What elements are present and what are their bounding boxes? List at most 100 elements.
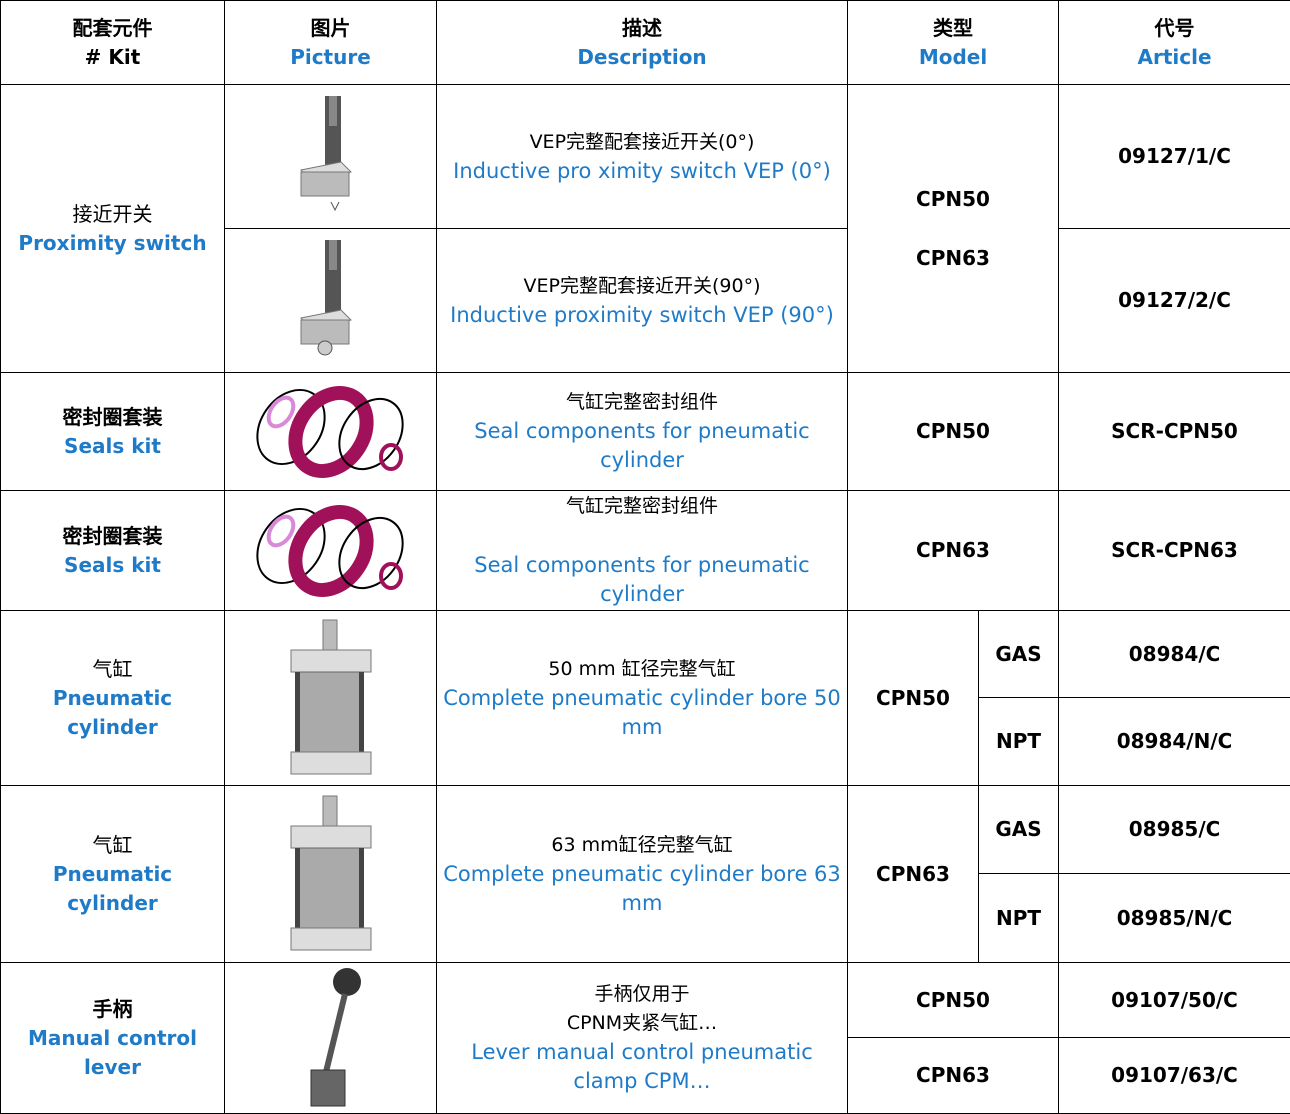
desc-en: Inductive proximity switch VEP (90°) bbox=[443, 301, 841, 330]
kit-zh: 气缸 bbox=[7, 831, 218, 860]
desc-en: Lever manual control pneumatic clamp CPM… bbox=[443, 1038, 841, 1096]
picture-cell bbox=[225, 491, 437, 611]
desc-zh: 气缸完整密封组件 bbox=[443, 492, 841, 521]
thread-cell: GAS bbox=[979, 786, 1059, 874]
header-en: Article bbox=[1065, 43, 1284, 72]
kit-en: Pneumatic cylinder bbox=[7, 860, 218, 918]
article-cell: 08984/C bbox=[1059, 611, 1290, 698]
kit-en: Seals kit bbox=[7, 551, 218, 580]
picture-cell bbox=[225, 229, 437, 373]
picture-cell bbox=[225, 85, 437, 229]
article-cell: 08985/N/C bbox=[1059, 874, 1290, 963]
kit-zh: 密封圈套装 bbox=[7, 522, 218, 551]
model-cell: CPN50 bbox=[848, 963, 1059, 1038]
picture-cell bbox=[225, 373, 437, 491]
desc-en: Seal components for pneumatic cylinder bbox=[443, 417, 841, 475]
model-cell: CPN50 bbox=[848, 611, 979, 786]
picture-cell bbox=[225, 786, 437, 963]
desc-zh: 气缸完整密封组件 bbox=[443, 388, 841, 417]
header-en: Picture bbox=[231, 43, 430, 72]
kit-en: Pneumatic cylinder bbox=[7, 684, 218, 742]
desc-zh: CPNM夹紧气缸… bbox=[443, 1009, 841, 1038]
header-zh: 配套元件 bbox=[7, 14, 218, 43]
thread-cell: NPT bbox=[979, 874, 1059, 963]
article-cell: 09107/63/C bbox=[1059, 1038, 1290, 1114]
article-cell: SCR-CPN50 bbox=[1059, 373, 1290, 491]
article-cell: 08985/C bbox=[1059, 786, 1290, 874]
desc-zh: 63 mm缸径完整气缸 bbox=[443, 831, 841, 860]
header-en: Model bbox=[854, 43, 1052, 72]
header-zh: 类型 bbox=[854, 14, 1052, 43]
kit-zh: 气缸 bbox=[7, 655, 218, 684]
desc-en: Seal components for pneumatic cylinder bbox=[443, 551, 841, 609]
cylinder-image bbox=[281, 616, 381, 781]
thread-cell: GAS bbox=[979, 611, 1059, 698]
kit-zh: 接近开关 bbox=[7, 200, 218, 229]
article-cell: 08984/N/C bbox=[1059, 698, 1290, 786]
desc-cell: 气缸完整密封组件 Seal components for pneumatic cy… bbox=[437, 491, 848, 611]
desc-en: Complete pneumatic cylinder bore 50 mm bbox=[443, 684, 841, 742]
seal-image bbox=[251, 382, 411, 482]
article-cell: SCR-CPN63 bbox=[1059, 491, 1290, 611]
header-zh: 描述 bbox=[443, 14, 841, 43]
article-cell: 09127/2/C bbox=[1059, 229, 1290, 373]
cylinder-image bbox=[281, 792, 381, 957]
header-en: # Kit bbox=[7, 43, 218, 72]
desc-cell: VEP完整配套接近开关(0°)Inductive pro ximity swit… bbox=[437, 85, 848, 229]
model: CPN63 bbox=[854, 244, 1052, 273]
picture-cell bbox=[225, 963, 437, 1114]
kit-en: Proximity switch bbox=[7, 229, 218, 258]
model-cell: CPN50 bbox=[848, 373, 1059, 491]
model-cell: CPN63 bbox=[848, 1038, 1059, 1114]
model-cell: CPN63 bbox=[848, 491, 1059, 611]
header-zh: 代号 bbox=[1065, 14, 1284, 43]
desc-en: Complete pneumatic cylinder bore 63 mm bbox=[443, 860, 841, 918]
picture-cell bbox=[225, 611, 437, 786]
article-cell: 09127/1/C bbox=[1059, 85, 1290, 229]
lever-image bbox=[281, 966, 381, 1111]
thread-cell: NPT bbox=[979, 698, 1059, 786]
kit-en: Seals kit bbox=[7, 432, 218, 461]
kit-zh: 密封圈套装 bbox=[7, 403, 218, 432]
kit-en: Manual control lever bbox=[7, 1024, 218, 1082]
desc-zh: 50 mm 缸径完整气缸 bbox=[443, 655, 841, 684]
seal-image bbox=[251, 501, 411, 601]
desc-zh: VEP完整配套接近开关(0°) bbox=[443, 128, 841, 157]
desc-en: Inductive pro ximity switch VEP (0°) bbox=[443, 157, 841, 186]
header-zh: 图片 bbox=[231, 14, 430, 43]
kit-zh: 手柄 bbox=[7, 995, 218, 1024]
model-cell: CPN63 bbox=[848, 786, 979, 963]
desc-zh: 手柄仅用于 bbox=[443, 980, 841, 1009]
model-cell: CPN50 CPN63 bbox=[848, 85, 1059, 373]
desc-cell: VEP完整配套接近开关(90°)Inductive proximity swit… bbox=[437, 229, 848, 373]
header-en: Description bbox=[443, 43, 841, 72]
header-cell: 配套元件# Kit bbox=[1, 1, 225, 85]
switch-image bbox=[291, 92, 371, 222]
desc-zh: VEP完整配套接近开关(90°) bbox=[443, 272, 841, 301]
model: CPN50 bbox=[854, 185, 1052, 214]
switch-image bbox=[291, 236, 371, 366]
